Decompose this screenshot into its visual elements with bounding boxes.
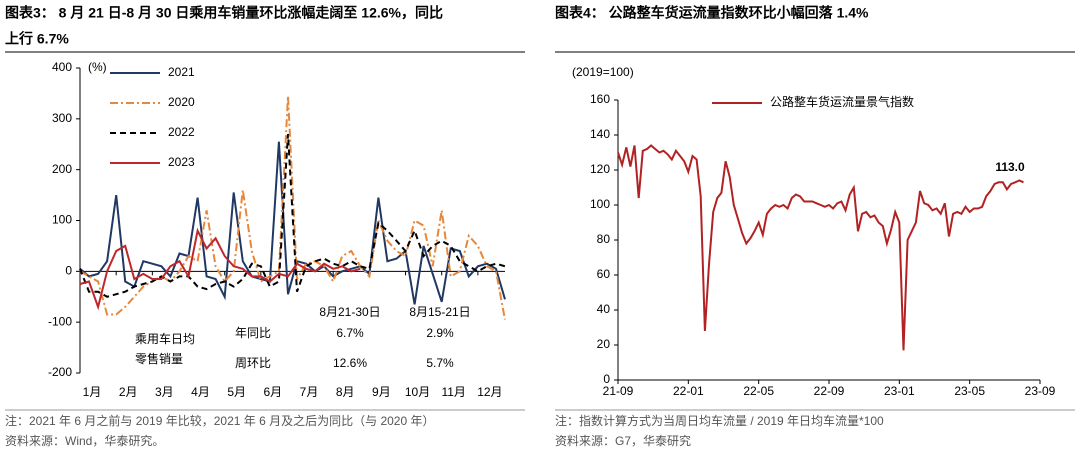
chart-title: 图表4： 公路整车货运流量指数环比小幅回落 1.4%: [555, 5, 869, 21]
chart-title: 上行 6.7%: [5, 31, 69, 47]
chart-title: 图表3： 8 月 21 日-8 月 30 日乘用车销量环比涨幅走阔至 12.6%…: [5, 5, 443, 21]
legend-label: 2020: [168, 95, 195, 109]
y-tick-label: -200: [48, 365, 72, 379]
legend-label: 公路整车货运流量景气指数: [770, 94, 914, 109]
y-tick-label: 40: [597, 302, 611, 316]
x-tick-label: 22-01: [673, 384, 704, 398]
inset-row-header: 零售销量: [135, 351, 183, 366]
inset-metric: 周环比: [235, 356, 271, 370]
x-tick-label: 9月: [372, 385, 391, 399]
note: 注：指数计算方式为当周日均车流量 / 2019 年日均车流量*100: [555, 413, 884, 428]
y-tick-label: 120: [590, 162, 610, 176]
x-tick-label: 6月: [264, 385, 283, 399]
legend-label: 2022: [168, 125, 195, 139]
x-tick-label: 12月: [477, 385, 502, 399]
x-tick-label: 5月: [227, 385, 246, 399]
x-tick-label: 8月: [336, 385, 355, 399]
x-tick-label: 11月: [441, 385, 465, 399]
legend-label: 2021: [168, 65, 195, 79]
x-tick-label: 1月: [83, 385, 102, 399]
inset-row-header: 乘用车日均: [135, 331, 195, 346]
x-tick-label: 23-05: [954, 384, 985, 398]
x-tick-label: 23-09: [1025, 384, 1056, 398]
note: 注：2021 年 6 月之前与 2019 年比较，2021 年 6 月及之后为同…: [5, 413, 434, 428]
y-tick-label: 400: [52, 60, 72, 74]
y-tick-label: 100: [52, 213, 72, 227]
y-tick-label: 80: [597, 232, 611, 246]
inset-metric: 年同比: [235, 326, 271, 340]
x-tick-label: 7月: [300, 385, 319, 399]
x-tick-label: 2月: [119, 385, 138, 399]
inset-period: 8月21-30日: [319, 305, 380, 319]
y-unit: (%): [88, 60, 107, 74]
y-tick-label: 100: [590, 197, 610, 211]
series-line: [79, 134, 506, 298]
y-tick-label: 0: [65, 264, 72, 278]
inset-cell: 5.7%: [426, 356, 454, 370]
inset-cell: 6.7%: [336, 326, 364, 340]
x-tick-label: 10月: [405, 385, 430, 399]
y-tick-label: 140: [590, 127, 610, 141]
series-line: [79, 95, 506, 320]
x-tick-label: 22-09: [814, 384, 845, 398]
y-tick-label: 160: [590, 92, 610, 106]
y-tick-label: 300: [52, 111, 72, 125]
x-tick-label: 21-09: [603, 384, 634, 398]
y-tick-label: 200: [52, 162, 72, 176]
y-tick-label: 60: [597, 267, 611, 281]
x-tick-label: 23-01: [884, 384, 915, 398]
source: 资料来源：G7，华泰研究: [555, 433, 691, 448]
series-line: [79, 141, 506, 305]
series-line: [79, 227, 361, 311]
end-label: 113.0: [995, 160, 1025, 174]
inset-cell: 2.9%: [426, 326, 454, 340]
x-tick-label: 22-05: [743, 384, 774, 398]
x-tick-label: 3月: [155, 385, 174, 399]
source: 资料来源：Wind，华泰研究。: [5, 433, 164, 448]
y-tick-label: 20: [597, 337, 611, 351]
y-tick-label: 0: [603, 372, 610, 386]
series-line: [617, 144, 1024, 351]
legend-label: 2023: [168, 155, 195, 169]
inset-period: 8月15-21日: [409, 305, 470, 319]
x-tick-label: 4月: [191, 385, 210, 399]
inset-cell: 12.6%: [333, 356, 367, 370]
y-tick-label: -100: [48, 314, 72, 328]
y-unit: (2019=100): [572, 65, 634, 79]
